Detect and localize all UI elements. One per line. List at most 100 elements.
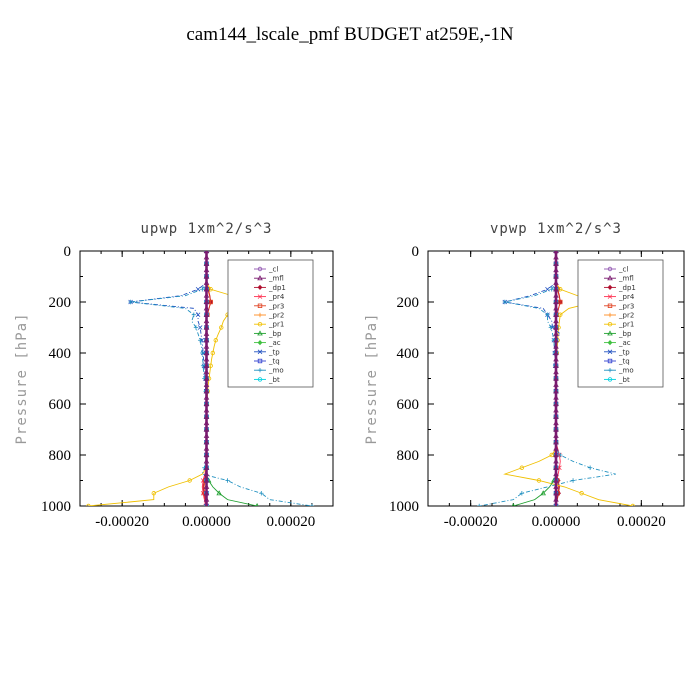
- data-point: [607, 349, 613, 355]
- data-point: [553, 349, 559, 355]
- data-point: [257, 266, 263, 272]
- x-tick-label: 0.00000: [532, 514, 581, 530]
- data-point: [203, 254, 210, 260]
- legend-label: _pr2: [618, 312, 634, 320]
- data-point: [203, 381, 210, 387]
- data-point: [203, 458, 210, 464]
- data-point: [558, 312, 563, 317]
- data-point: [255, 502, 259, 506]
- y-axis-label: Pressure [hPa]: [14, 312, 30, 444]
- x-tick-label: 0.00000: [182, 514, 231, 530]
- data-point: [197, 325, 203, 330]
- data-point: [558, 452, 563, 458]
- data-point: [607, 284, 613, 291]
- y-tick-label: 400: [49, 346, 72, 362]
- data-point: [553, 273, 559, 279]
- data-point: [553, 305, 559, 311]
- data-point: [257, 377, 263, 382]
- data-point: [553, 298, 559, 304]
- legend-label: _mfl: [268, 275, 284, 283]
- data-point: [203, 305, 210, 311]
- legend-label: _pr3: [618, 302, 634, 310]
- legend-label: _pr4: [268, 293, 285, 301]
- data-point: [208, 287, 213, 292]
- data-point: [203, 311, 210, 317]
- series_mfl: [203, 251, 210, 506]
- data-point: [553, 267, 559, 273]
- data-point: [203, 362, 210, 368]
- y-tick-label: 0: [64, 244, 72, 260]
- data-point: [553, 279, 559, 285]
- data-point: [203, 451, 210, 457]
- data-point: [607, 377, 613, 382]
- data-point: [607, 275, 613, 281]
- data-point: [553, 432, 559, 438]
- data-point: [587, 465, 593, 470]
- data-point: [213, 338, 218, 343]
- data-point: [553, 426, 559, 432]
- data-point: [553, 369, 559, 375]
- chart-panel-1: upwp 1xm^2/s^3 Pressure [hPa] 0 200 400 600 80…: [14, 221, 334, 530]
- data-point: [607, 322, 613, 327]
- data-point: [607, 358, 613, 364]
- figure-title: cam144_lscale_pmf BUDGET at259E,-1N: [186, 24, 514, 45]
- data-point: [553, 318, 559, 324]
- data-point: [203, 267, 210, 273]
- data-point: [553, 471, 559, 477]
- legend-label: _pr1: [268, 321, 284, 329]
- data-point: [200, 350, 205, 356]
- data-point: [549, 452, 554, 458]
- data-point: [607, 303, 613, 308]
- data-point: [203, 286, 210, 292]
- data-point: [553, 483, 559, 489]
- data-point: [203, 471, 210, 477]
- data-point: [203, 413, 210, 419]
- panel-title: upwp 1xm^2/s^3: [140, 221, 272, 237]
- data-point: [151, 491, 156, 496]
- data-point: [511, 502, 516, 506]
- data-point: [553, 496, 559, 502]
- data-point: [203, 407, 210, 413]
- data-point: [553, 292, 559, 298]
- data-point: [502, 299, 507, 305]
- y-tick-label: 800: [49, 448, 72, 464]
- data-point: [553, 439, 559, 445]
- data-point: [208, 299, 213, 305]
- legend-label: _bt: [268, 376, 280, 384]
- y-tick-label: 1000: [389, 499, 419, 515]
- data-point: [536, 478, 542, 483]
- plot-area: [477, 251, 635, 506]
- data-point: [553, 477, 559, 483]
- data-point: [257, 303, 263, 308]
- data-point: [203, 490, 210, 496]
- y-tick-label: 400: [397, 346, 420, 362]
- data-point: [553, 337, 559, 343]
- legend-label: _cl: [618, 266, 628, 274]
- data-point: [553, 356, 559, 362]
- legend-label: _tq: [268, 358, 280, 366]
- legend-label: _tq: [618, 358, 630, 366]
- data-point: [553, 458, 559, 464]
- data-point: [203, 279, 210, 285]
- legend-label: _pr4: [618, 293, 635, 301]
- data-point: [553, 445, 559, 451]
- data-point: [607, 312, 613, 318]
- data-point: [553, 324, 559, 330]
- data-point: [553, 251, 559, 253]
- data-point: [553, 420, 559, 426]
- data-point: [477, 503, 482, 506]
- x-tick-label: -0.00020: [444, 514, 498, 530]
- data-point: [197, 338, 203, 343]
- data-point: [203, 324, 210, 330]
- data-point: [86, 503, 91, 506]
- data-point: [203, 369, 210, 375]
- data-point: [257, 339, 263, 346]
- data-point: [553, 286, 559, 292]
- data-point: [553, 400, 559, 406]
- panel-title: vpwp 1xm^2/s^3: [490, 221, 622, 237]
- data-point: [219, 325, 224, 330]
- data-point: [540, 490, 546, 496]
- y-tick-label: 600: [397, 397, 420, 413]
- data-point: [203, 496, 210, 502]
